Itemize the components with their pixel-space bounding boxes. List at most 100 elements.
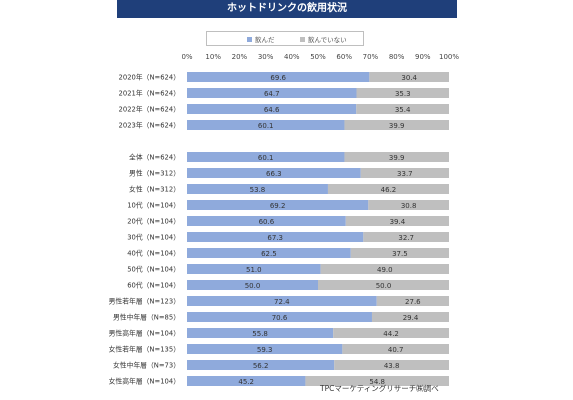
value-label-not-drank: 35.4 <box>395 106 411 114</box>
source-note: TPCマーケティングリサーチ㈱調べ <box>320 384 439 393</box>
category-label: 30代（N=104） <box>127 233 180 242</box>
bar-drank <box>187 232 364 242</box>
bar-not-drank <box>371 312 449 322</box>
value-label-not-drank: 54.8 <box>369 378 385 386</box>
category-label: 60代（N=104） <box>127 281 180 290</box>
value-label-not-drank: 30.8 <box>401 202 417 210</box>
legend-label-not-drank: 飲んでいない <box>308 36 347 44</box>
value-label-drank: 69.6 <box>270 74 286 82</box>
legend-swatch-drank <box>247 36 252 42</box>
bar-drank <box>187 296 377 306</box>
bar-not-drank <box>356 104 449 114</box>
value-label-drank: 45.2 <box>238 378 254 386</box>
bar-drank <box>187 248 351 258</box>
bar-drank <box>187 376 306 386</box>
bar-not-drank <box>363 232 449 242</box>
legend-label-drank: 飲んだ <box>255 36 275 44</box>
value-label-not-drank: 46.2 <box>381 186 397 194</box>
bar-not-drank <box>356 88 449 98</box>
category-label: 40代（N=104） <box>127 249 180 258</box>
category-label: 女性（N=312） <box>129 185 180 194</box>
value-label-drank: 60.1 <box>258 122 274 130</box>
bar-not-drank <box>342 344 449 354</box>
legend: 飲んだ 飲んでいない <box>206 31 364 46</box>
value-label-drank: 64.7 <box>264 90 280 98</box>
x-tick-label: 80% <box>389 53 405 61</box>
value-label-not-drank: 39.9 <box>389 122 405 130</box>
value-label-drank: 60.6 <box>259 218 275 226</box>
bar-drank <box>187 344 343 354</box>
value-label-drank: 53.8 <box>250 186 266 194</box>
value-label-drank: 62.5 <box>261 250 277 258</box>
bar-drank <box>187 88 357 98</box>
category-label: 2023年（N=624） <box>119 121 180 130</box>
value-label-drank: 69.2 <box>270 202 286 210</box>
bar-drank <box>187 312 372 322</box>
value-label-not-drank: 40.7 <box>388 346 404 354</box>
bar-not-drank <box>376 296 449 306</box>
category-label: 女性高年層（N=104） <box>109 377 180 386</box>
bar-not-drank <box>344 152 449 162</box>
value-label-drank: 55.8 <box>252 330 268 338</box>
bar-drank <box>187 280 318 290</box>
bar-not-drank <box>350 248 449 258</box>
value-label-not-drank: 49.0 <box>377 266 393 274</box>
x-tick-label: 20% <box>232 53 248 61</box>
legend-swatch-not-drank <box>300 36 305 42</box>
x-tick-label: 30% <box>258 53 274 61</box>
x-tick-label: 40% <box>284 53 300 61</box>
value-label-drank: 64.6 <box>264 106 280 114</box>
bar-drank <box>187 168 361 178</box>
value-label-drank: 60.1 <box>258 154 274 162</box>
category-label: 男性中年層（N=85） <box>113 313 180 322</box>
bar-not-drank <box>333 328 449 338</box>
bar-drank <box>187 184 328 194</box>
bar-drank <box>187 360 335 370</box>
bar-drank <box>187 120 345 130</box>
category-label: 男性（N=312） <box>129 169 180 178</box>
bar-not-drank <box>368 200 449 210</box>
value-label-not-drank: 39.9 <box>389 154 405 162</box>
value-label-drank: 66.3 <box>266 170 282 178</box>
bar-not-drank <box>369 72 449 82</box>
bar-not-drank <box>305 376 449 386</box>
category-label: 50代（N=104） <box>127 265 180 274</box>
bar-drank <box>187 72 370 82</box>
value-label-drank: 70.6 <box>272 314 288 322</box>
category-label: 20代（N=104） <box>127 217 180 226</box>
value-label-not-drank: 33.7 <box>397 170 413 178</box>
x-tick-label: 60% <box>336 53 352 61</box>
bar-not-drank <box>344 120 449 130</box>
x-tick-label: 70% <box>363 53 379 61</box>
bar-drank <box>187 104 357 114</box>
value-label-not-drank: 32.7 <box>398 234 414 242</box>
value-label-drank: 56.2 <box>253 362 269 370</box>
x-tick-label: 10% <box>205 53 221 61</box>
category-label: 10代（N=104） <box>127 201 180 210</box>
category-label: 2021年（N=624） <box>119 89 180 98</box>
x-tick-label: 50% <box>310 53 326 61</box>
value-label-not-drank: 37.5 <box>392 250 408 258</box>
category-label: 全体（N=624） <box>129 153 180 162</box>
x-tick-label: 100% <box>439 53 459 61</box>
legend-item-drank: 飲んだ <box>247 34 275 44</box>
category-label: 男性若年層（N=123） <box>109 297 180 306</box>
value-label-not-drank: 27.6 <box>405 298 421 306</box>
legend-item-not-drank: 飲んでいない <box>300 34 347 44</box>
value-label-not-drank: 39.4 <box>390 218 406 226</box>
bar-not-drank <box>334 360 449 370</box>
value-label-not-drank: 35.3 <box>395 90 411 98</box>
bar-drank <box>187 328 334 338</box>
chart-title: ホットドリンクの飲用状況 <box>117 0 457 18</box>
value-label-not-drank: 43.8 <box>384 362 400 370</box>
value-label-drank: 72.4 <box>274 298 290 306</box>
category-label: 女性中年層（N=73） <box>113 361 180 370</box>
category-label: 男性高年層（N=104） <box>109 329 180 338</box>
bar-not-drank <box>318 280 449 290</box>
bar-not-drank <box>320 264 449 274</box>
x-tick-label: 90% <box>415 53 431 61</box>
bar-drank <box>187 264 321 274</box>
bar-not-drank <box>327 184 449 194</box>
x-tick-label: 0% <box>181 53 192 61</box>
